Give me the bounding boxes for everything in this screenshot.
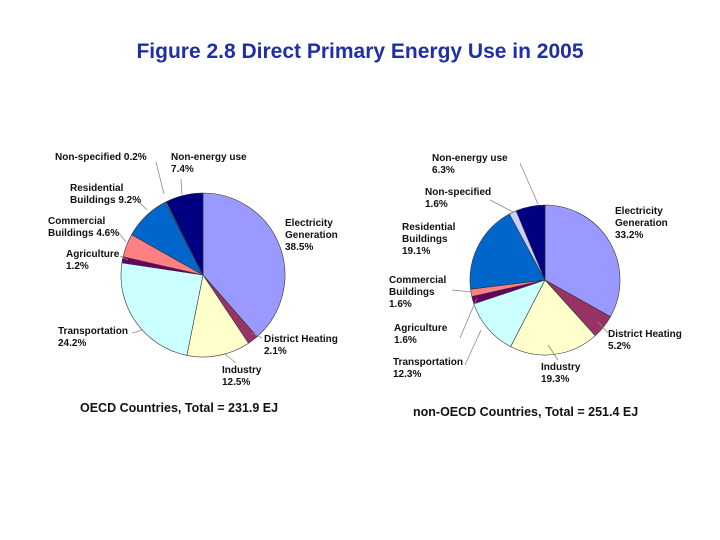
pie-slice-electricity-generation (202, 192, 286, 338)
leader-line-agriculture (459, 297, 478, 339)
data-label-industry: Industry 12.5% (222, 365, 262, 388)
data-label-non-energy-use: Non-energy use 6.3% (432, 153, 508, 176)
data-label-district-heating: District Heating 2.1% (264, 334, 338, 357)
pie-slice-industry (186, 274, 249, 358)
leader-line-commercial-buildings (451, 289, 473, 293)
data-label-residential-buildings: Residential Buildings 19.1% (402, 222, 456, 257)
data-label-commercial-buildings: Commercial Buildings 1.6% (389, 275, 446, 310)
data-label-electricity-generation: Electricity Generation 33.2% (615, 206, 668, 241)
data-label-residential-buildings: Residential Buildings 9.2% (70, 183, 141, 206)
leader-line-district-heating (251, 332, 263, 339)
pie-slice-transportation (120, 262, 204, 356)
data-label-transportation: Transportation 24.2% (58, 326, 128, 349)
data-label-agriculture: Agriculture 1.2% (66, 249, 120, 272)
data-label-non-specified: Non-specified 1.6% (425, 187, 491, 210)
data-label-district-heating: District Heating 5.2% (608, 329, 682, 352)
pie-slice-non-energy-use (165, 192, 204, 276)
leader-line-non-energy-use (519, 162, 539, 205)
leader-line-residential-buildings (137, 200, 148, 211)
leader-line-transportation (131, 329, 144, 334)
leader-line-non-specified (489, 199, 514, 213)
leader-line-non-energy-use (180, 178, 183, 196)
pie-slice-residential-buildings (469, 213, 546, 290)
non-oecd-pie-chart: Electricity Generation 33.2% District Heati… (389, 153, 682, 419)
data-label-agriculture: Agriculture 1.6% (394, 323, 448, 346)
pie-slice-electricity-generation (544, 204, 621, 318)
leader-line-district-heating (597, 321, 609, 334)
leader-line-transportation (464, 329, 482, 366)
data-label-non-specified: Non-specified 0.2% (55, 152, 147, 163)
leader-line-industry (547, 344, 559, 361)
data-label-industry: Industry 19.3% (541, 362, 581, 385)
oecd-pie-chart: Electricity Generation 38.5% District Heati… (48, 152, 338, 415)
pie-slice-non-energy-use (515, 204, 546, 281)
chart-caption: OECD Countries, Total = 231.9 EJ (80, 401, 278, 415)
data-label-commercial-buildings: Commercial Buildings 4.6% (48, 216, 119, 239)
leader-line-agriculture (119, 255, 129, 261)
data-label-transportation: Transportation 12.3% (393, 357, 463, 380)
figure-title: Figure 2.8 Direct Primary Energy Use in … (136, 40, 584, 63)
leader-line-non-specified (155, 161, 165, 195)
data-label-non-energy-use: Non-energy use 7.4% (171, 152, 247, 175)
leader-line-industry (224, 353, 237, 364)
chart-caption: non-OECD Countries, Total = 251.4 EJ (413, 405, 638, 419)
data-label-electricity-generation: Electricity Generation 38.5% (285, 218, 338, 253)
leader-line-commercial-buildings (117, 231, 127, 243)
